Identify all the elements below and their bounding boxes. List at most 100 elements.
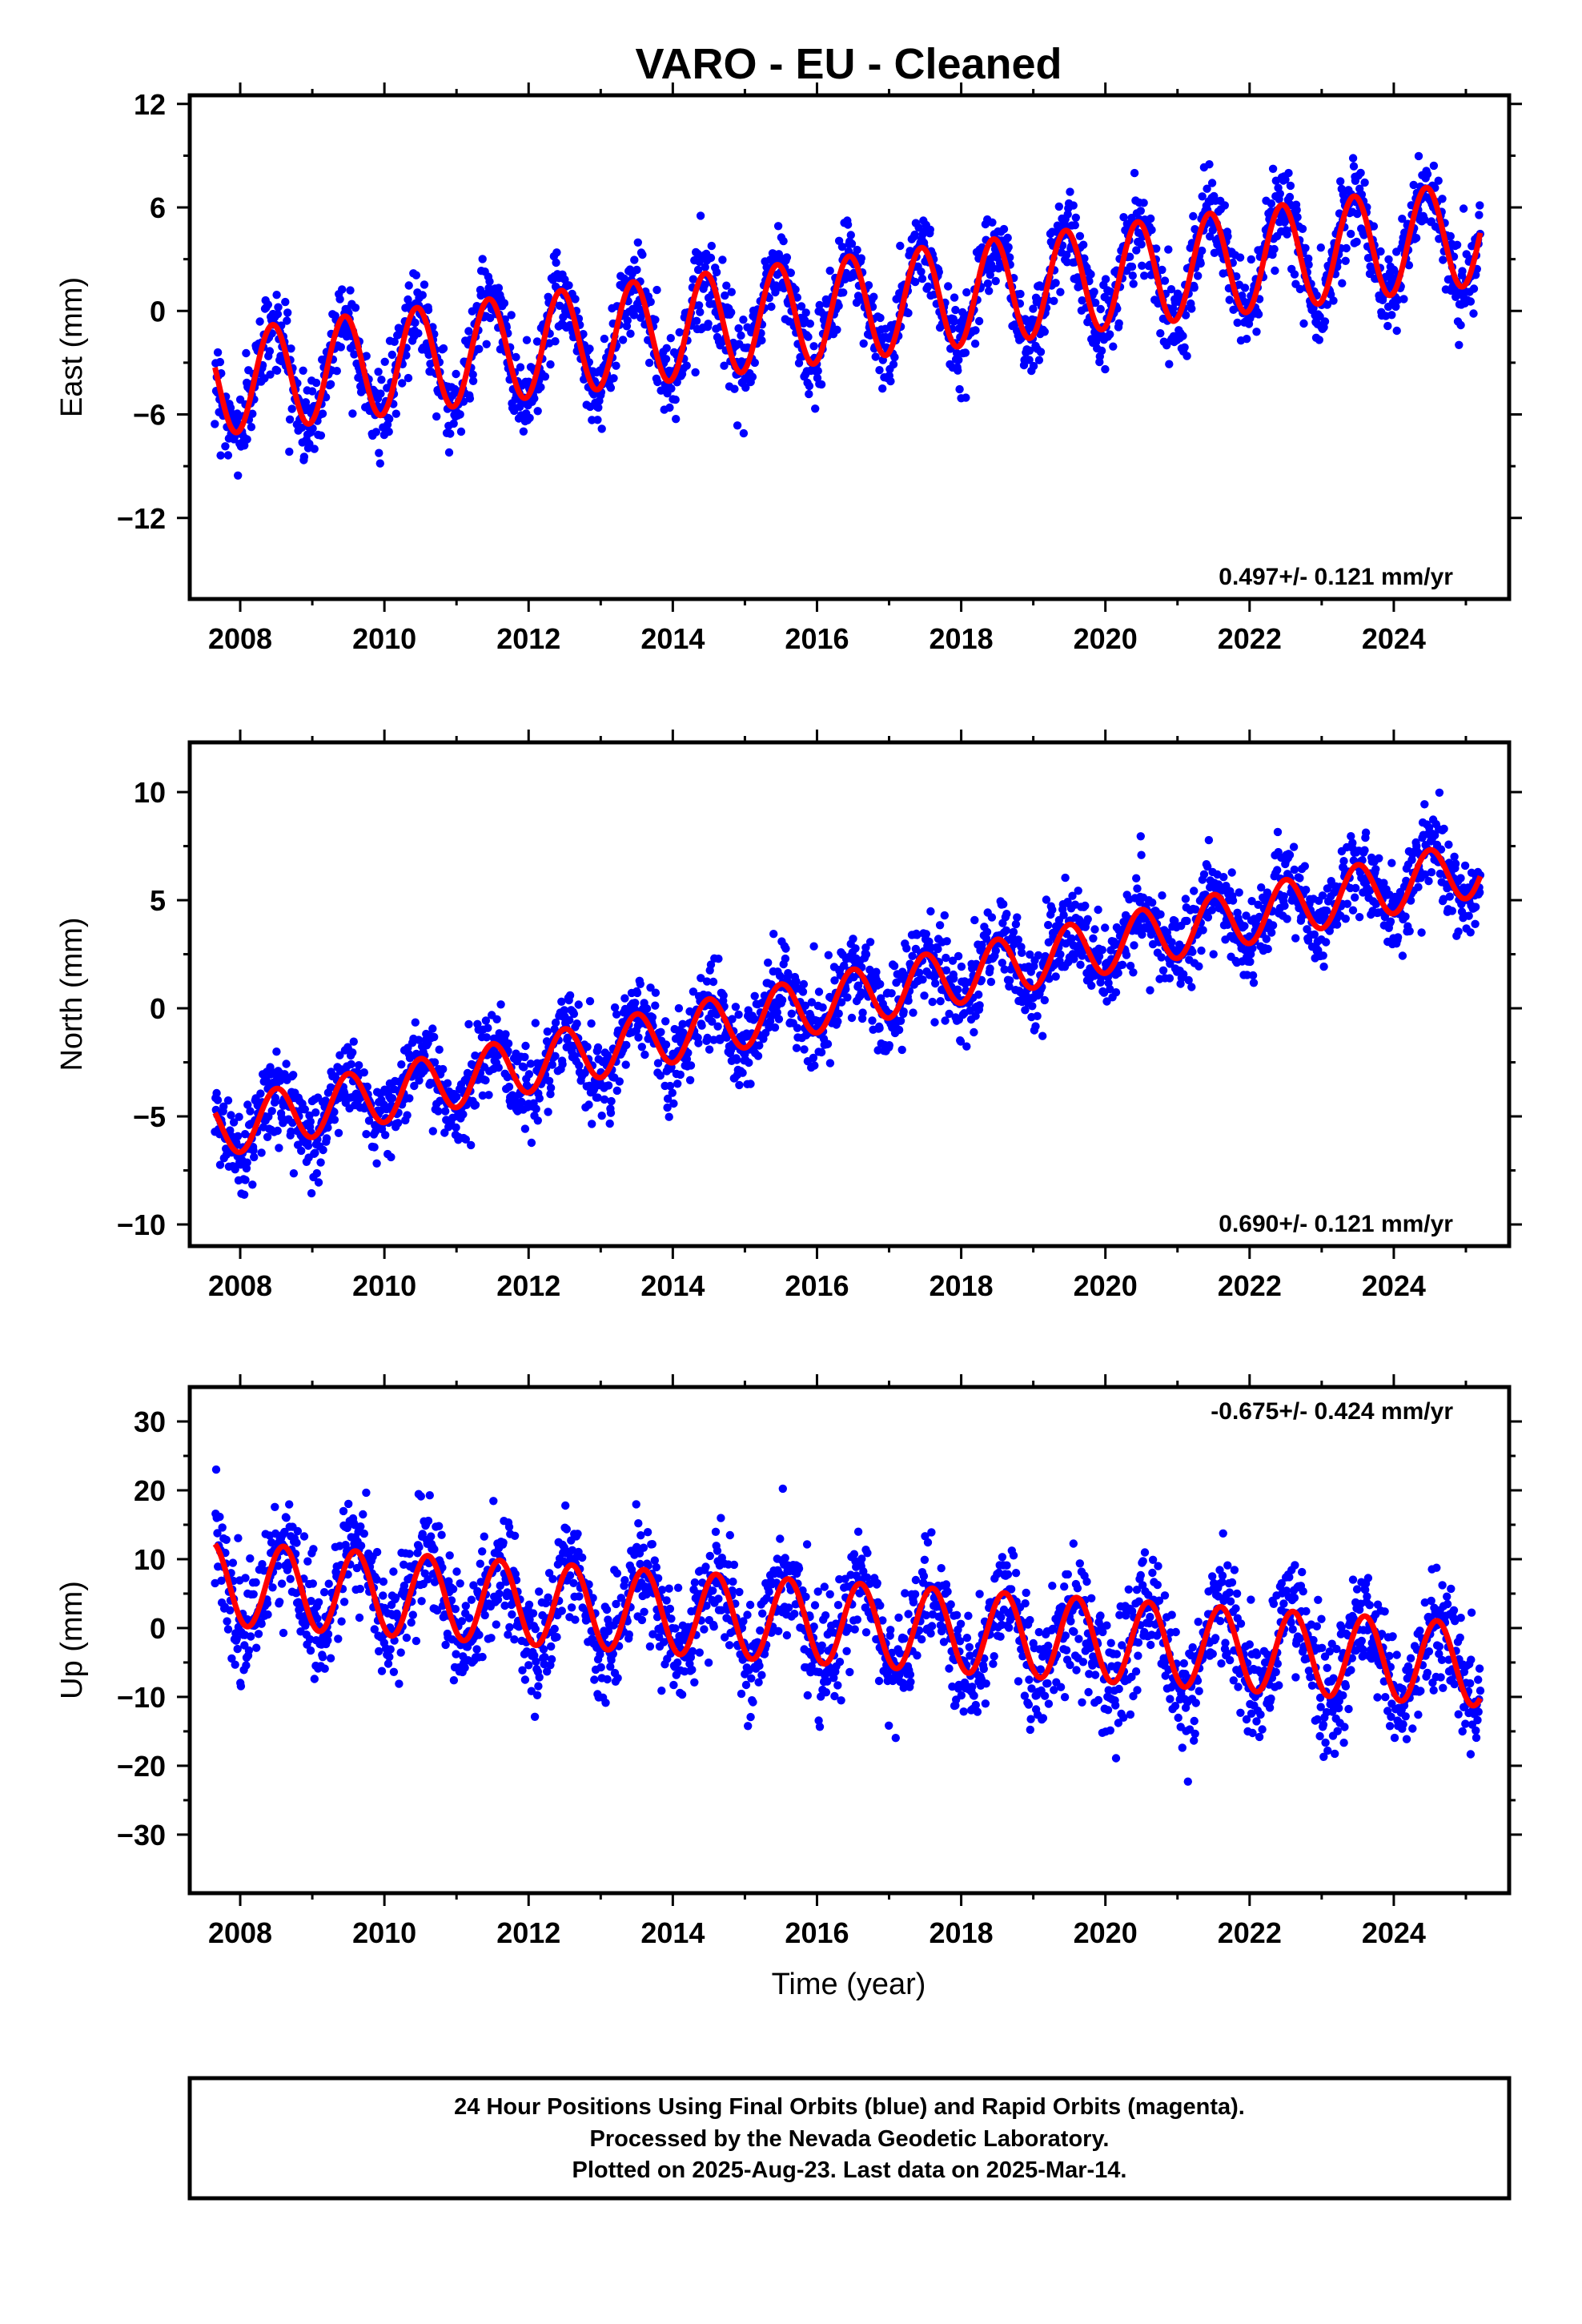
data-point [310,1675,319,1683]
data-point [428,1024,437,1033]
data-point [663,1094,673,1104]
data-point [1323,300,1332,309]
data-point [271,1502,279,1512]
data-point [1157,953,1166,962]
data-point [1137,850,1146,859]
data-point [1429,161,1439,171]
data-point [1319,951,1327,960]
data-point [799,979,809,989]
data-point [330,1116,339,1124]
data-point [266,370,275,379]
data-point [971,326,980,335]
data-point [1198,246,1207,255]
data-point [1469,284,1479,293]
data-point [404,373,413,383]
data-point [215,1160,225,1169]
data-point [1203,913,1213,922]
data-point [1066,187,1074,196]
data-point [1219,873,1228,882]
data-point [443,1079,452,1088]
data-point [876,313,885,323]
data-point [242,348,251,358]
data-point [557,997,566,1007]
x-tick-label: 2018 [930,622,994,655]
data-point [851,944,860,953]
data-point [1207,906,1217,915]
data-point [1091,298,1100,308]
data-point [665,403,674,412]
data-point [1188,947,1197,956]
data-point [1398,215,1407,223]
data-point [1128,271,1138,280]
data-point [872,967,881,976]
data-point [1165,360,1174,368]
data-point [1194,271,1203,280]
data-point [703,1033,712,1043]
data-point [546,360,555,369]
data-point [313,1614,322,1623]
data-point [306,1634,315,1644]
data-point [871,352,880,361]
data-point [656,1071,665,1080]
data-point [424,305,433,315]
data-point [558,1059,567,1069]
data-point [924,282,933,291]
data-point [239,1190,249,1200]
data-point [615,1077,624,1086]
data-point [507,311,516,320]
data-point [381,1131,390,1140]
data-point [525,413,534,423]
data-point [671,395,680,404]
data-point [430,1032,439,1042]
data-point [1420,215,1429,224]
data-point [1386,917,1395,926]
data-point [1166,959,1174,968]
data-point [706,960,716,969]
data-point [243,1100,252,1109]
data-point [1114,319,1123,328]
data-point [1133,884,1142,893]
data-point [1252,328,1261,336]
data-point [815,300,824,310]
data-point [326,380,335,388]
data-point [621,1060,630,1069]
y-tick-label: −6 [133,399,166,432]
data-point [1336,177,1345,186]
data-point [612,1010,621,1019]
data-point [320,1664,329,1673]
y-tick-label: 12 [134,88,166,121]
data-point [400,1581,409,1590]
data-point [1025,346,1034,355]
data-point [1459,204,1468,213]
data-point [661,1040,671,1049]
data-point [642,1004,652,1013]
data-point [843,993,852,1002]
data-point [407,1618,416,1627]
data-point [899,1007,908,1016]
data-point [346,286,355,295]
data-point [1273,827,1283,837]
data-point [684,1048,693,1058]
data-point [1291,934,1300,943]
data-point [544,1076,554,1086]
data-point [1446,231,1456,241]
data-point [1319,962,1328,971]
data-point [287,404,296,413]
data-point [275,1144,283,1152]
data-point [377,376,386,384]
data-point [1006,253,1014,262]
data-point [1268,164,1278,173]
data-point [464,1614,474,1622]
data-point [897,1045,906,1055]
data-point [411,1018,420,1027]
data-point [1352,237,1361,247]
data-point [1080,254,1089,263]
data-point [1242,911,1251,920]
data-point [805,320,814,328]
data-point [1016,289,1025,299]
data-point [957,962,966,971]
data-point [384,427,393,436]
data-point [385,1652,394,1662]
data-point [781,954,790,963]
data-point [520,1063,528,1072]
